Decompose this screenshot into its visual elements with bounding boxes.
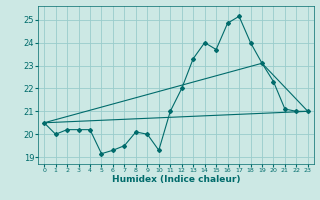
X-axis label: Humidex (Indice chaleur): Humidex (Indice chaleur) (112, 175, 240, 184)
